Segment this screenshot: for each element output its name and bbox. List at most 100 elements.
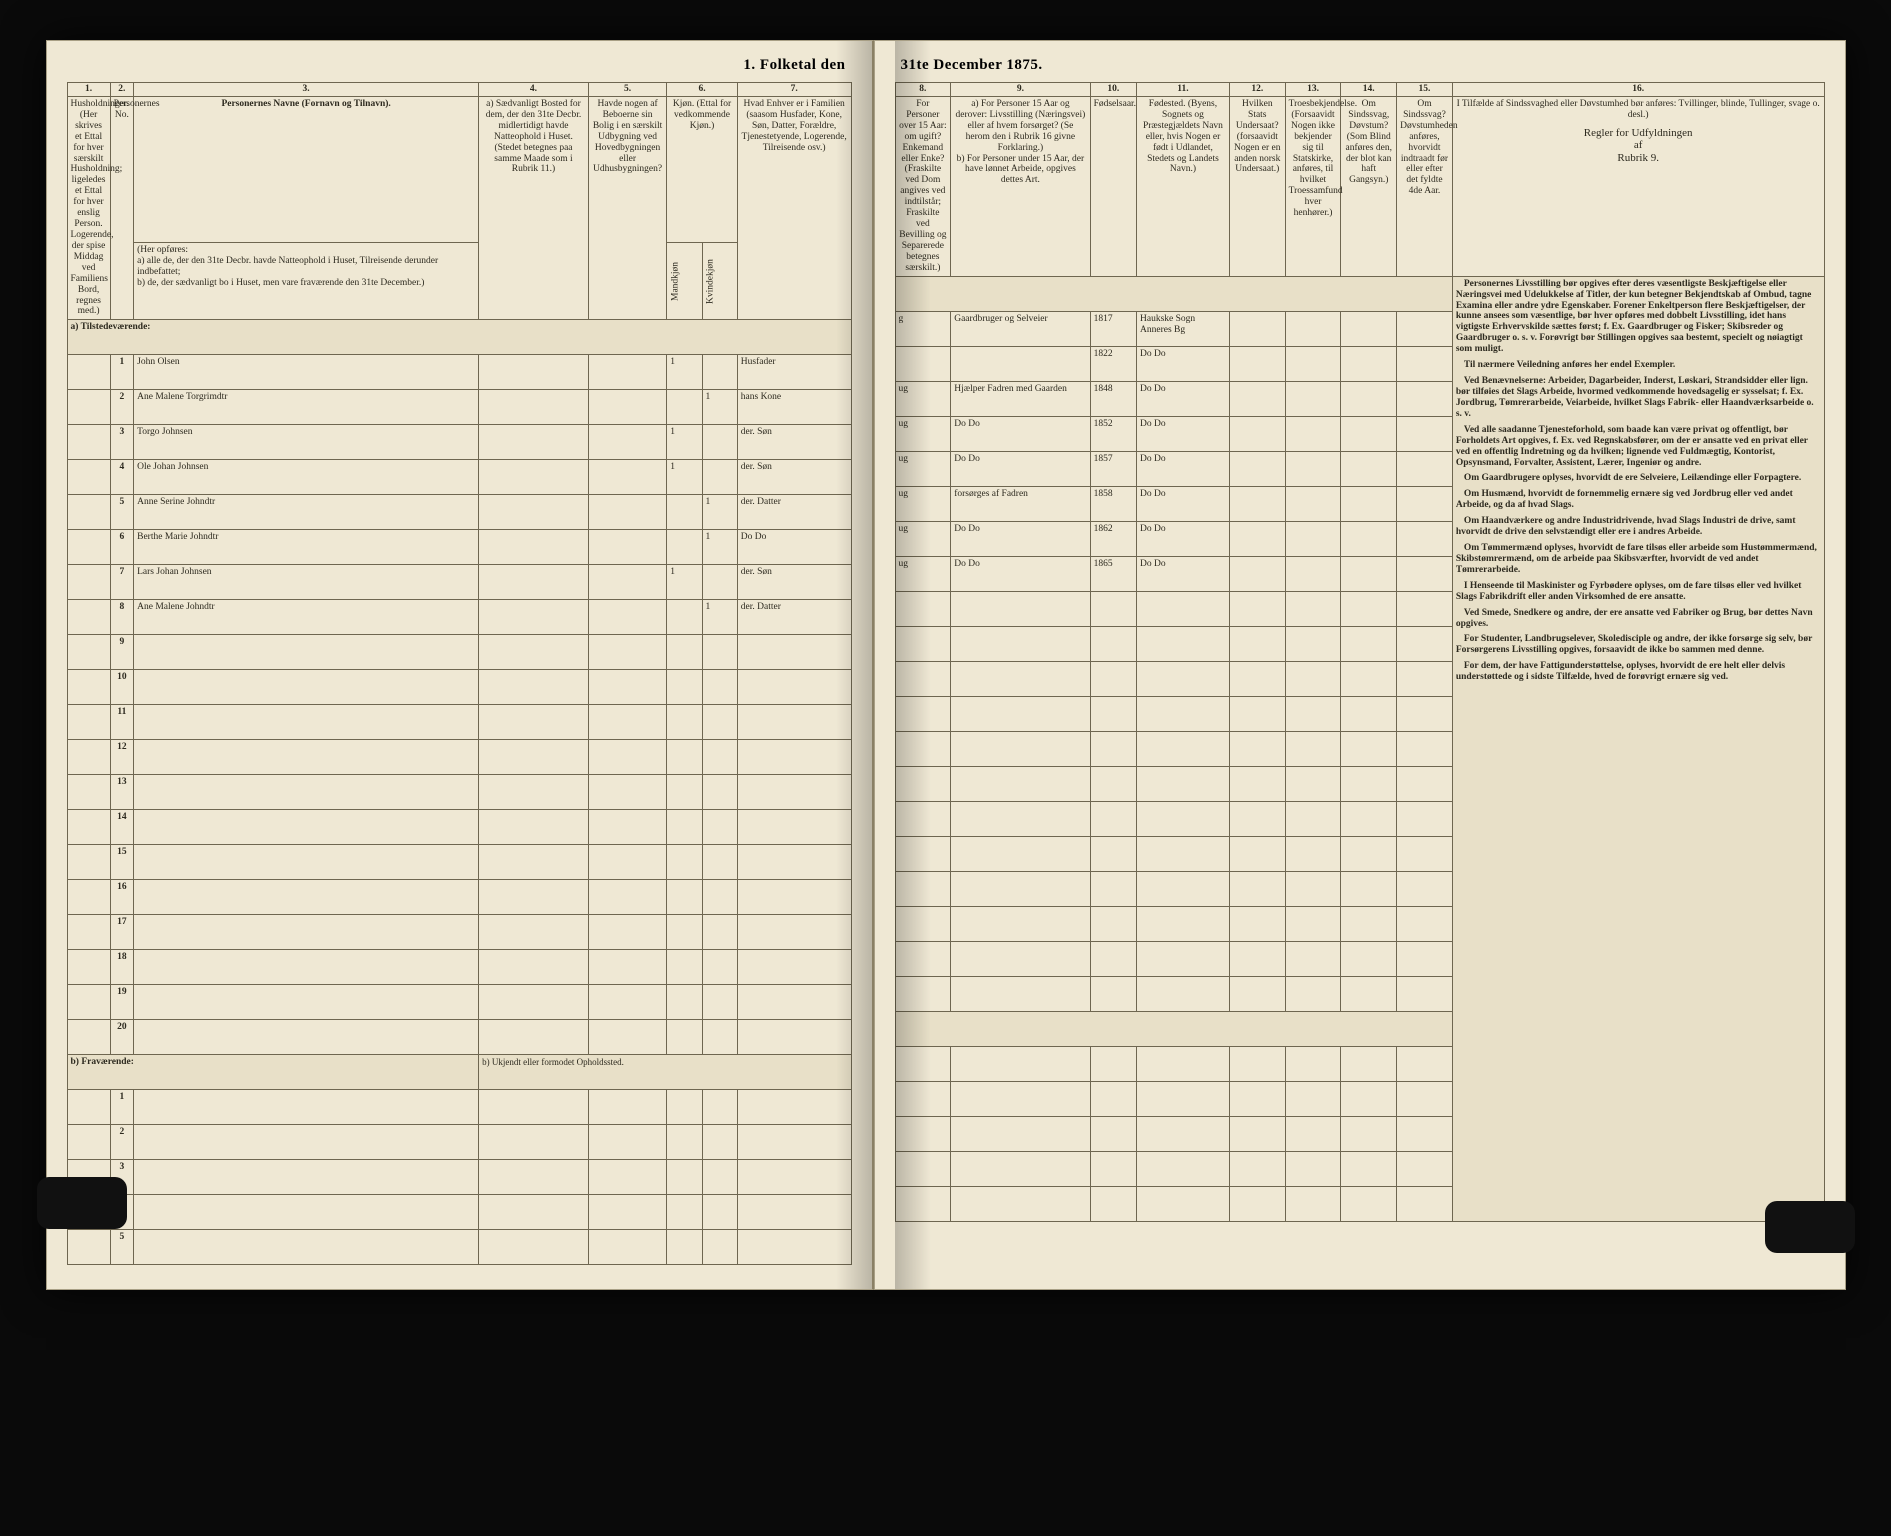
colnum: 3.	[134, 83, 479, 97]
sex-female: 1	[702, 390, 737, 425]
marital-status: ug	[895, 486, 951, 521]
empty-cell	[667, 950, 702, 985]
empty-cell	[1341, 836, 1397, 871]
empty-cell	[134, 845, 479, 880]
sex-male: 1	[667, 565, 702, 600]
col-header-m: Mandkjøn	[667, 243, 702, 320]
empty-cell	[1341, 766, 1397, 801]
empty-cell	[1341, 976, 1397, 1011]
table-row-empty: 18	[67, 950, 851, 985]
table-row-b: 4	[67, 1195, 851, 1230]
empty-cell	[588, 1160, 666, 1195]
disability-1	[1341, 486, 1397, 521]
rules-title: Regler for Udfyldningen af Rubrik 9.	[1456, 121, 1821, 171]
empty-cell	[1090, 696, 1136, 731]
empty-cell	[588, 1230, 666, 1265]
col-header: Havde nogen af Beboerne sin Bolig i en s…	[588, 96, 666, 319]
empty-cell	[1137, 591, 1230, 626]
empty-cell	[895, 976, 951, 1011]
religion	[1285, 451, 1341, 486]
table-row-empty: 11	[67, 705, 851, 740]
empty-cell	[588, 845, 666, 880]
sex-male	[667, 390, 702, 425]
sex-male	[667, 495, 702, 530]
empty-cell	[1285, 836, 1341, 871]
empty-cell	[951, 1151, 1090, 1186]
colnum: 2.	[110, 83, 134, 97]
person-number: 19	[110, 985, 134, 1020]
empty-cell	[667, 915, 702, 950]
empty-cell	[702, 915, 737, 950]
empty-cell	[1229, 1151, 1285, 1186]
empty-cell	[479, 950, 589, 985]
section-b-blank	[895, 1011, 1452, 1046]
sex-male: 1	[667, 425, 702, 460]
religion	[1285, 556, 1341, 591]
empty-cell	[702, 635, 737, 670]
birthplace: Do Do	[1137, 381, 1230, 416]
rules-paragraph: For Studenter, Landbrugselever, Skoledis…	[1456, 634, 1821, 656]
person-name: Lars Johan Johnsen	[134, 565, 479, 600]
family-relation: der. Søn	[737, 460, 851, 495]
empty-cell	[1137, 976, 1230, 1011]
empty-cell	[895, 1186, 951, 1221]
colnum: 16.	[1452, 83, 1824, 97]
empty-cell	[1229, 941, 1285, 976]
page-title-left: 1. Folketal den	[67, 57, 852, 74]
column-number-row: 1. 2. 3. 4. 5. 6. 7.	[67, 83, 851, 97]
sex-female	[702, 425, 737, 460]
household-cell	[67, 1020, 110, 1055]
empty-cell	[479, 635, 589, 670]
person-name: Anne Serine Johndtr	[134, 495, 479, 530]
colnum: 9.	[951, 83, 1090, 97]
table-row: 4Ole Johan Johnsen1der. Søn	[67, 460, 851, 495]
empty-cell	[1229, 906, 1285, 941]
empty-cell	[702, 1125, 737, 1160]
occupation: Do Do	[951, 416, 1090, 451]
empty-cell	[1397, 1046, 1453, 1081]
empty-cell	[1137, 1081, 1230, 1116]
marital-status: g	[895, 311, 951, 346]
empty-cell	[951, 836, 1090, 871]
empty-cell	[1397, 941, 1453, 976]
empty-cell	[479, 915, 589, 950]
person-number: 18	[110, 950, 134, 985]
empty-cell	[1090, 766, 1136, 801]
person-name: Torgo Johnsen	[134, 425, 479, 460]
empty-cell	[1229, 766, 1285, 801]
empty-cell	[895, 801, 951, 836]
empty-cell	[667, 740, 702, 775]
empty-cell	[588, 950, 666, 985]
table-row: 8Ane Malene Johndtr1der. Datter	[67, 600, 851, 635]
person-number: 2	[110, 390, 134, 425]
household-cell	[67, 1090, 110, 1125]
col-header: a) For Personer 15 Aar og derover: Livss…	[951, 96, 1090, 276]
empty-cell	[951, 591, 1090, 626]
colnum: 11.	[1137, 83, 1230, 97]
right-page: 31te December 1875. 8. 9. 10. 11. 12. 13…	[874, 40, 1846, 1290]
empty-cell	[1137, 661, 1230, 696]
col-header: Kjøn. (Ettal for vedkommende Kjøn.)	[667, 96, 738, 242]
empty-cell	[479, 1230, 589, 1265]
colnum: 10.	[1090, 83, 1136, 97]
colnum: 14.	[1341, 83, 1397, 97]
empty-cell	[479, 985, 589, 1020]
empty-cell	[588, 915, 666, 950]
empty-cell	[1341, 1186, 1397, 1221]
empty-cell	[951, 801, 1090, 836]
nationality	[1229, 556, 1285, 591]
empty-cell	[951, 1186, 1090, 1221]
empty-cell	[737, 950, 851, 985]
empty-cell	[134, 810, 479, 845]
col16-subhead: I Tilfælde af Sindssvaghed eller Døvstum…	[1456, 99, 1821, 121]
person-number: 5	[110, 1230, 134, 1265]
sex-male: 1	[667, 355, 702, 390]
section-a-row: a) Tilstedeværende:	[67, 320, 851, 355]
outbuilding-cell	[588, 460, 666, 495]
household-cell	[67, 635, 110, 670]
sex-female	[702, 460, 737, 495]
empty-cell	[951, 941, 1090, 976]
person-number: 6	[110, 530, 134, 565]
empty-cell	[134, 915, 479, 950]
empty-cell	[1137, 1186, 1230, 1221]
